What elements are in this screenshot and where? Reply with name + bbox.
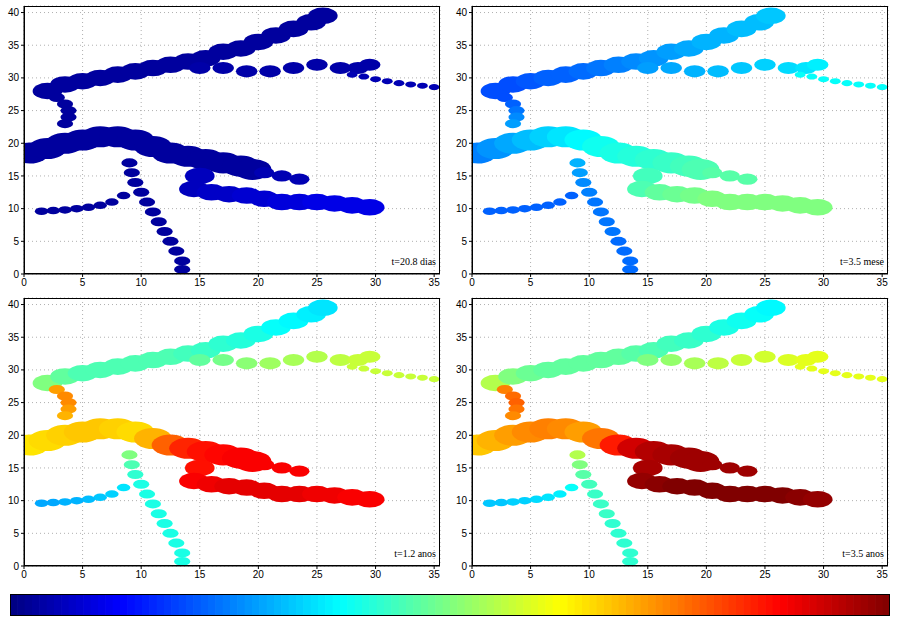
svg-text:10: 10 (584, 277, 596, 288)
html-text:t=1.2 anos: t=1.2 anos (394, 548, 436, 559)
svg-text:40: 40 (456, 7, 468, 18)
svg-text:10: 10 (8, 203, 20, 214)
svg-text:25: 25 (456, 397, 468, 408)
svg-text:25: 25 (8, 397, 20, 408)
svg-text:15: 15 (194, 569, 206, 580)
svg-text:35: 35 (877, 277, 889, 288)
svg-text:40: 40 (8, 299, 20, 310)
svg-text:30: 30 (456, 364, 468, 375)
svg-text:20: 20 (701, 277, 713, 288)
svg-text:0: 0 (461, 561, 467, 572)
svg-text:40: 40 (8, 7, 20, 18)
svg-text:35: 35 (456, 40, 468, 51)
svg-text:15: 15 (8, 463, 20, 474)
svg-text:35: 35 (877, 569, 889, 580)
svg-text:40: 40 (456, 299, 468, 310)
svg-text:0: 0 (13, 269, 19, 280)
svg-text:20: 20 (253, 277, 265, 288)
svg-text:0: 0 (13, 561, 19, 572)
html-text:t=20.8 dias: t=20.8 dias (391, 256, 436, 267)
svg-text:15: 15 (456, 171, 468, 182)
svg-text:5: 5 (80, 569, 86, 580)
svg-text:35: 35 (429, 569, 441, 580)
svg-text:35: 35 (456, 332, 468, 343)
svg-text:0: 0 (21, 277, 27, 288)
svg-text:30: 30 (456, 72, 468, 83)
svg-text:5: 5 (13, 236, 19, 247)
svg-text:5: 5 (528, 277, 534, 288)
svg-text:30: 30 (818, 277, 830, 288)
svg-text:0: 0 (469, 277, 475, 288)
svg-text:20: 20 (701, 569, 713, 580)
svg-text:35: 35 (429, 277, 441, 288)
svg-text:20: 20 (253, 569, 265, 580)
svg-text:25: 25 (456, 105, 468, 116)
svg-text:20: 20 (456, 138, 468, 149)
svg-text:15: 15 (194, 277, 206, 288)
svg-text:5: 5 (80, 277, 86, 288)
svg-text:25: 25 (759, 569, 771, 580)
svg-text:25: 25 (759, 277, 771, 288)
svg-text:30: 30 (8, 364, 20, 375)
svg-text:35: 35 (8, 332, 20, 343)
svg-text:35: 35 (8, 40, 20, 51)
svg-text:15: 15 (456, 463, 468, 474)
svg-text:15: 15 (642, 569, 654, 580)
html-text:t=3.5 anos: t=3.5 anos (842, 548, 884, 559)
html-text:t=3.5 mese: t=3.5 mese (840, 256, 884, 267)
svg-text:0: 0 (461, 269, 467, 280)
svg-text:20: 20 (456, 430, 468, 441)
svg-text:5: 5 (461, 528, 467, 539)
svg-text:0: 0 (469, 569, 475, 580)
svg-text:25: 25 (8, 105, 20, 116)
svg-text:30: 30 (370, 569, 382, 580)
svg-text:30: 30 (8, 72, 20, 83)
svg-text:20: 20 (8, 430, 20, 441)
svg-text:15: 15 (642, 277, 654, 288)
svg-text:10: 10 (136, 569, 148, 580)
svg-text:10: 10 (584, 569, 596, 580)
svg-text:5: 5 (461, 236, 467, 247)
svg-text:5: 5 (13, 528, 19, 539)
svg-text:25: 25 (311, 277, 323, 288)
svg-text:15: 15 (8, 171, 20, 182)
svg-text:0: 0 (21, 569, 27, 580)
svg-text:10: 10 (456, 495, 468, 506)
svg-text:10: 10 (8, 495, 20, 506)
svg-text:20: 20 (8, 138, 20, 149)
svg-text:5: 5 (528, 569, 534, 580)
svg-text:30: 30 (818, 569, 830, 580)
svg-text:30: 30 (370, 277, 382, 288)
svg-text:10: 10 (456, 203, 468, 214)
svg-text:10: 10 (136, 277, 148, 288)
svg-text:25: 25 (311, 569, 323, 580)
